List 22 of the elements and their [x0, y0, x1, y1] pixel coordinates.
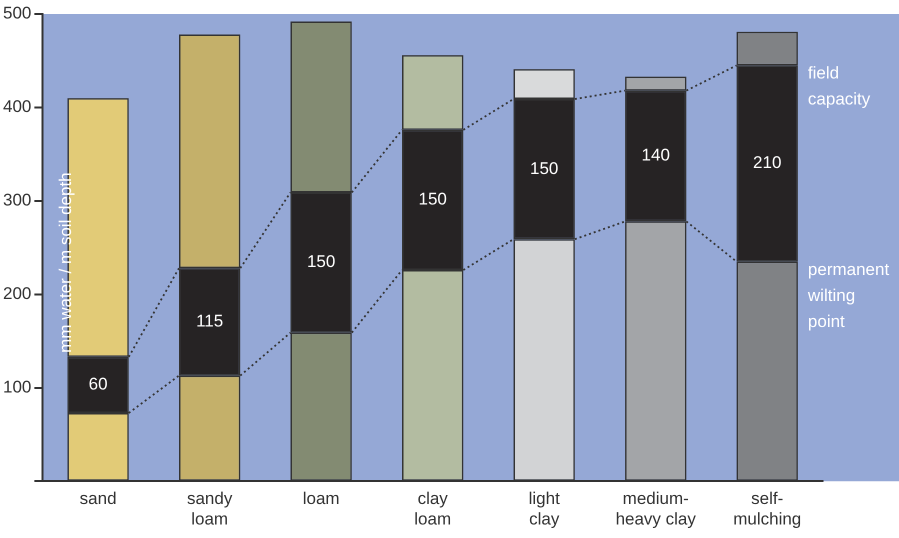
x-tick-label: self-mulching	[733, 489, 802, 528]
x-tick-label: sand	[80, 489, 117, 508]
data-label: 210	[753, 153, 782, 172]
y-tick-label: 400	[2, 97, 32, 116]
data-label: 140	[642, 146, 670, 165]
annotation: permanent wilting point	[806, 260, 890, 331]
x-tick-label: clay loam	[414, 489, 452, 528]
data-label: 150	[418, 190, 447, 209]
x-tick-label: medium-heavy clay	[616, 489, 696, 528]
x-tick-label: sandy loam	[186, 489, 233, 528]
data-label: 115	[196, 312, 224, 331]
annotation: field capacity	[808, 64, 871, 109]
y-tick-label: 200	[2, 284, 32, 304]
data-label: 150	[306, 252, 336, 272]
x-tick-label: loam	[302, 489, 340, 508]
y-tick-label: 100	[2, 377, 32, 396]
y-axis-title: mm water / m soil depth	[56, 172, 76, 353]
data-label: 150	[530, 158, 558, 178]
y-tick-label: 500	[2, 4, 32, 23]
x-tick-label: light clay	[528, 489, 560, 528]
y-tick-label: 300	[2, 190, 32, 210]
data-label: 60	[88, 374, 108, 394]
